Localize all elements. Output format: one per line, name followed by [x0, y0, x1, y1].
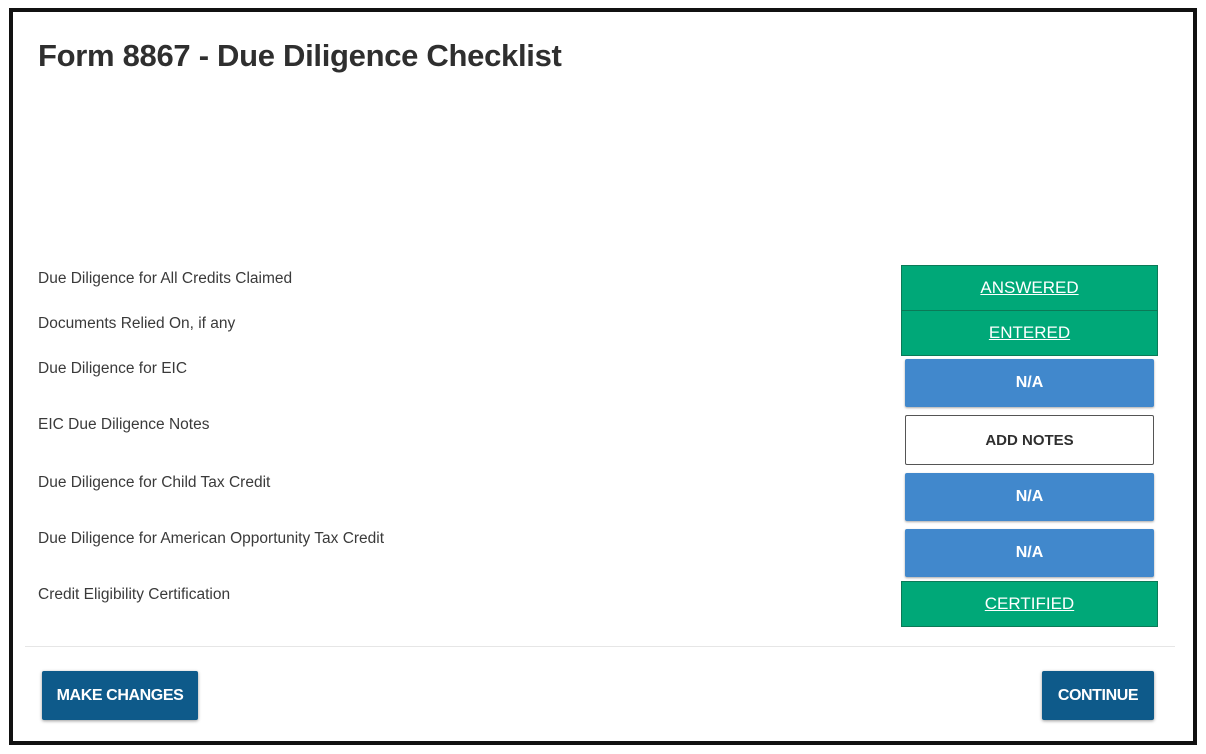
eic-na-button[interactable]: N/A [905, 359, 1154, 407]
add-notes-button[interactable]: ADD NOTES [905, 415, 1154, 465]
row-label-eic: Due Diligence for EIC [38, 360, 188, 377]
row-label-eic-notes: EIC Due Diligence Notes [38, 416, 210, 433]
row-label-aotc: Due Diligence for American Opportunity T… [38, 530, 385, 547]
row-label-all-credits: Due Diligence for All Credits Claimed [38, 270, 293, 287]
page-title: Form 8867 - Due Diligence Checklist [38, 38, 562, 73]
answered-button[interactable]: ANSWERED [901, 265, 1158, 311]
entered-button[interactable]: ENTERED [901, 310, 1158, 356]
row-label-child-tax-credit: Due Diligence for Child Tax Credit [38, 474, 271, 491]
ctc-na-button[interactable]: N/A [905, 473, 1154, 521]
footer-divider [25, 646, 1175, 647]
checklist-panel: Form 8867 - Due Diligence Checklist Due … [9, 8, 1197, 745]
make-changes-button[interactable]: MAKE CHANGES [42, 671, 198, 720]
row-label-certification: Credit Eligibility Certification [38, 586, 231, 603]
certified-button[interactable]: CERTIFIED [901, 581, 1158, 627]
row-label-documents: Documents Relied On, if any [38, 315, 236, 332]
aotc-na-button[interactable]: N/A [905, 529, 1154, 577]
continue-button[interactable]: CONTINUE [1042, 671, 1154, 720]
